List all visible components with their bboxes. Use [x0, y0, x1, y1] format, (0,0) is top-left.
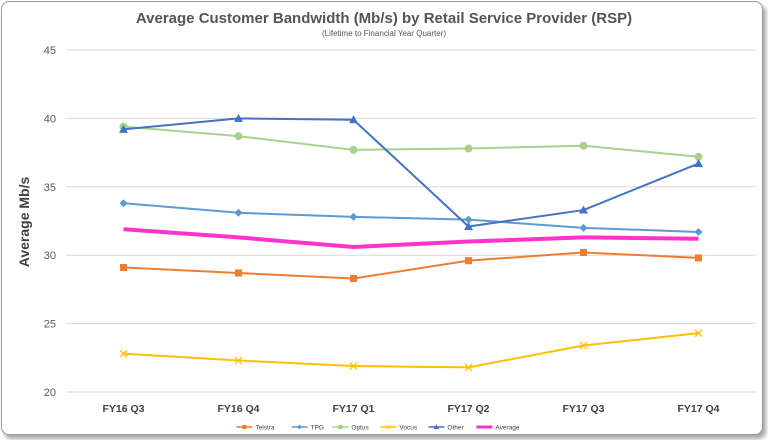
series-other: [119, 113, 703, 230]
legend-label: Vocus: [399, 424, 417, 431]
y-tick-label: 35: [44, 182, 56, 194]
data-point: [694, 152, 703, 161]
x-tick-label: FY17 Q3: [562, 403, 604, 415]
data-point: [579, 223, 588, 232]
y-axis-ticks: 20 25 30 35 40 45: [44, 45, 56, 399]
data-point: [579, 341, 588, 350]
data-point: [694, 159, 703, 168]
data-point: [234, 132, 243, 141]
series-average: [123, 227, 699, 249]
y-axis-label: Average Mb/s: [16, 177, 32, 268]
data-point: [349, 115, 358, 124]
y-tick-label: 25: [44, 319, 56, 331]
data-point: [119, 124, 128, 133]
data-point: [694, 227, 703, 236]
data-point: [694, 329, 703, 338]
data-point-stroke: [386, 424, 391, 430]
legend-item-other: Other: [428, 424, 464, 431]
series-telstra: [120, 248, 702, 282]
data-point: [349, 212, 358, 221]
series-optus: [119, 122, 703, 161]
y-tick-label: 20: [44, 387, 56, 399]
series-line: [123, 125, 699, 158]
series-line: [123, 202, 699, 233]
legend-label: Telstra: [255, 424, 275, 431]
data-point: [464, 221, 473, 230]
x-tick-label: FY16 Q4: [217, 403, 259, 415]
data-point-stroke: [464, 363, 473, 372]
data-point-stroke: [579, 341, 588, 350]
data-point: [465, 257, 472, 265]
data-point: [297, 424, 302, 430]
legend-marker: [386, 424, 391, 430]
data-point: [338, 424, 343, 430]
data-point: [464, 144, 473, 153]
data-point: [386, 424, 391, 430]
data-point: [580, 248, 587, 256]
legend-label: Other: [447, 424, 464, 431]
data-point: [464, 215, 473, 224]
series-tpg: [119, 199, 703, 236]
legend-label: TPG: [311, 424, 324, 431]
data-point: [695, 254, 702, 262]
legend-marker: [338, 424, 343, 430]
data-point: [120, 264, 127, 272]
data-point: [579, 141, 588, 150]
legend-label: Optus: [351, 424, 369, 431]
data-point: [464, 363, 473, 372]
x-axis-ticks: FY16 Q3 FY16 Q4 FY17 Q1 FY17 Q2 FY17 Q3 FY17 …: [102, 403, 719, 415]
series-line: [123, 251, 699, 280]
y-tick-label: 30: [44, 250, 56, 262]
data-point-stroke: [119, 349, 128, 358]
data-point: [235, 269, 242, 277]
legend-item-average: Average: [476, 424, 520, 431]
data-point: [433, 424, 440, 430]
x-tick-label: FY17 Q2: [447, 403, 489, 415]
legend: Telstra TPG Optus Vocus Other Average: [236, 424, 520, 431]
data-point: [234, 356, 243, 365]
series-line: [123, 332, 699, 369]
legend-marker: [297, 424, 302, 430]
series-line: [123, 117, 699, 228]
y-tick-label: 40: [44, 113, 56, 125]
x-tick-label: FY17 Q1: [332, 403, 374, 415]
data-point: [349, 145, 358, 154]
legend-marker: [433, 424, 440, 430]
data-point-stroke: [349, 362, 358, 370]
data-point: [119, 199, 128, 208]
data-point: [350, 274, 357, 282]
series-line: [123, 227, 699, 249]
x-tick-label: FY16 Q3: [102, 403, 144, 415]
legend-marker: [242, 424, 247, 430]
x-tick-label: FY17 Q4: [677, 403, 719, 415]
legend-item-optus: Optus: [332, 424, 369, 431]
data-point: [579, 205, 588, 214]
data-point: [234, 113, 243, 122]
y-tick-label: 45: [44, 45, 56, 57]
legend-item-telstra: Telstra: [236, 424, 275, 431]
data-point-stroke: [694, 329, 703, 338]
legend-item-tpg: TPG: [291, 424, 324, 431]
chart-title: Average Customer Bandwidth (Mb/s) by Ret…: [135, 10, 633, 27]
series-vocus: [119, 329, 703, 372]
chart-subtitle: (Lifetime to Financial Year Quarter): [321, 29, 447, 38]
data-point: [242, 424, 247, 430]
data-point: [119, 349, 128, 358]
data-point-stroke: [234, 356, 243, 365]
legend-label: Average: [495, 424, 519, 431]
legend-item-vocus: Vocus: [380, 424, 418, 431]
data-point: [234, 208, 243, 217]
gridlines: [66, 49, 756, 393]
data-point: [349, 362, 358, 370]
series-lines: [119, 113, 703, 372]
